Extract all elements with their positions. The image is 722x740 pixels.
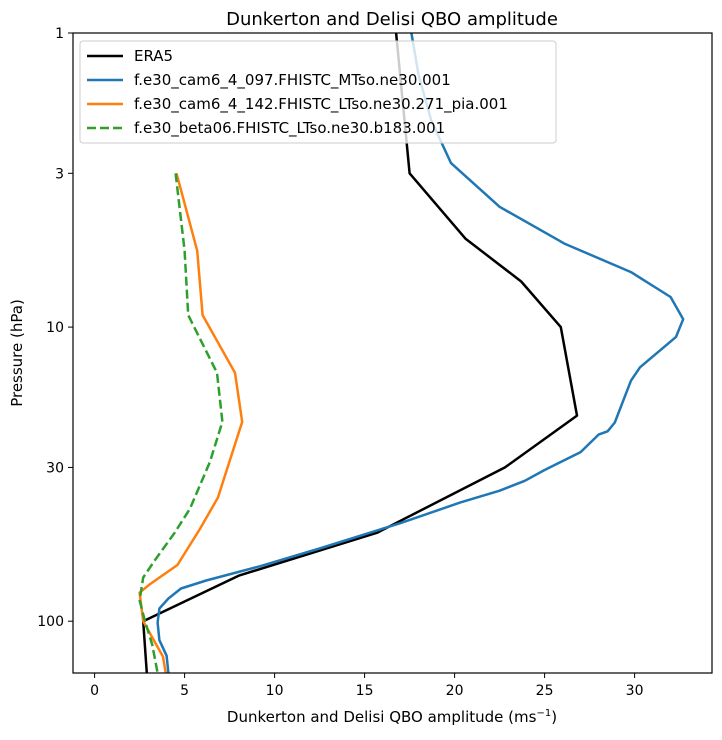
legend-label-3: f.e30_beta06.FHISTC_LTso.ne30.b183.001 — [134, 119, 445, 138]
x-axis-label: Dunkerton and Delisi QBO amplitude (ms−1… — [227, 708, 557, 726]
legend-label-2: f.e30_cam6_4_142.FHISTC_LTso.ne30.271_pi… — [134, 95, 508, 114]
y-axis-label: Pressure (hPa) — [8, 299, 26, 407]
series-line-3 — [138, 173, 224, 674]
series-line-1 — [156, 32, 685, 674]
x-tick-label: 20 — [446, 683, 464, 699]
x-tick-label: 30 — [626, 683, 644, 699]
series-line-0 — [141, 32, 579, 674]
x-tick-label: 0 — [90, 683, 99, 699]
x-tick-label: 25 — [536, 683, 554, 699]
legend-box — [79, 40, 557, 144]
y-tick-label: 10 — [46, 320, 64, 336]
chart-title: Dunkerton and Delisi QBO amplitude — [226, 9, 558, 30]
x-tick-label: 5 — [180, 683, 189, 699]
x-tick-label: 10 — [266, 683, 284, 699]
legend-label-0: ERA5 — [134, 47, 173, 65]
y-tick-label: 100 — [37, 614, 64, 630]
plot-frame — [72, 32, 713, 674]
y-tick-label: 3 — [55, 166, 64, 182]
x-tick-label: 15 — [356, 683, 374, 699]
legend-label-1: f.e30_cam6_4_097.FHISTC_MTso.ne30.001 — [134, 71, 451, 90]
y-tick-label: 30 — [46, 460, 64, 476]
y-tick-label: 1 — [55, 26, 64, 42]
series-line-2 — [138, 172, 244, 674]
legend: ERA5 f.e30_cam6_4_097.FHISTC_MTso.ne30.00… — [79, 40, 557, 144]
